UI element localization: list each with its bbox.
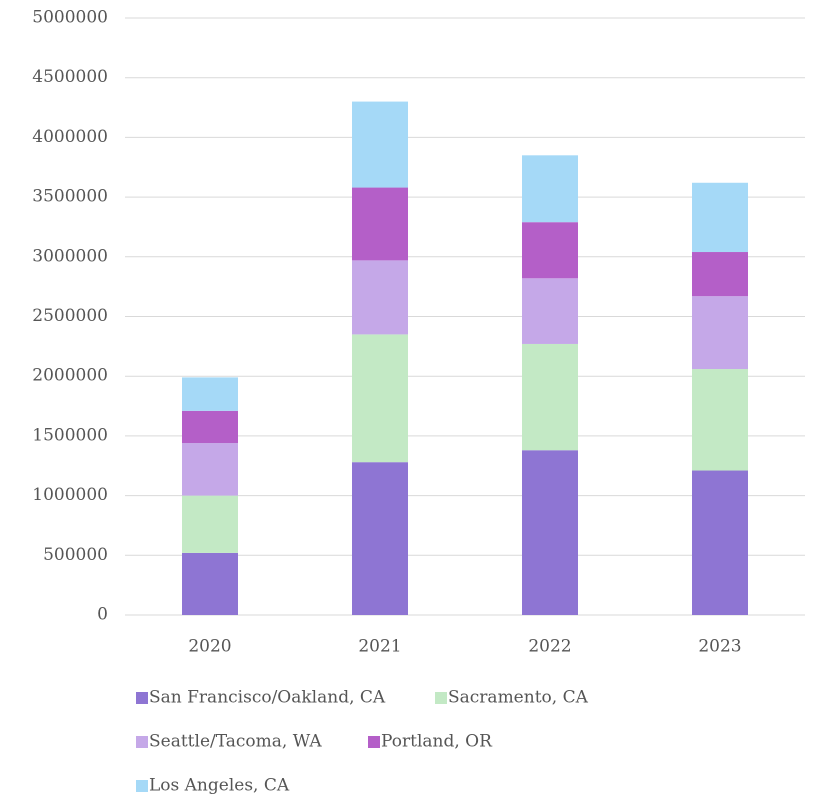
bar-segment <box>182 377 238 411</box>
legend-label: Seattle/Tacoma, WA <box>149 732 322 752</box>
y-tick-label: 500000 <box>43 545 108 565</box>
legend-label: Sacramento, CA <box>448 688 589 708</box>
bar-segment <box>182 495 238 553</box>
y-tick-label: 1000000 <box>32 485 108 505</box>
y-tick-label: 4000000 <box>32 127 108 147</box>
bar-segment <box>182 552 238 615</box>
x-tick-label: 2020 <box>188 637 231 657</box>
y-tick-label: 3500000 <box>32 187 108 207</box>
y-tick-label: 2000000 <box>32 366 108 386</box>
legend-swatch <box>136 692 148 704</box>
legend-swatch <box>136 736 148 748</box>
y-tick-label: 5000000 <box>32 8 108 28</box>
bar-segment <box>692 296 748 370</box>
bar-segment <box>522 278 578 344</box>
bar-segment <box>692 252 748 297</box>
bar-segment <box>352 260 408 335</box>
bar-segment <box>692 182 748 253</box>
bar-segment <box>522 450 578 615</box>
legend-swatch <box>435 692 447 704</box>
y-tick-label: 4500000 <box>32 67 108 87</box>
bar-segment <box>692 369 748 471</box>
x-tick-label: 2021 <box>358 637 401 657</box>
legend-label: Portland, OR <box>381 732 493 752</box>
legend-label: Los Angeles, CA <box>149 776 290 796</box>
y-tick-label: 0 <box>97 605 108 625</box>
bar-segment <box>522 343 578 451</box>
y-tick-label: 3000000 <box>32 246 108 266</box>
bar-segment <box>352 334 408 463</box>
bar-segment <box>352 101 408 188</box>
bar-segment <box>522 222 578 279</box>
y-tick-label: 1500000 <box>32 425 108 445</box>
bar-segment <box>692 470 748 615</box>
bar-segment <box>352 462 408 615</box>
bar-segment <box>522 155 578 223</box>
bar-segment <box>352 187 408 261</box>
bar-segment <box>182 410 238 444</box>
bar-segment <box>182 443 238 496</box>
x-tick-label: 2023 <box>698 637 741 657</box>
legend-swatch <box>368 736 380 748</box>
legend-label: San Francisco/Oakland, CA <box>149 688 386 708</box>
x-tick-label: 2022 <box>528 637 571 657</box>
y-tick-label: 2500000 <box>32 306 108 326</box>
legend-swatch <box>136 780 148 792</box>
